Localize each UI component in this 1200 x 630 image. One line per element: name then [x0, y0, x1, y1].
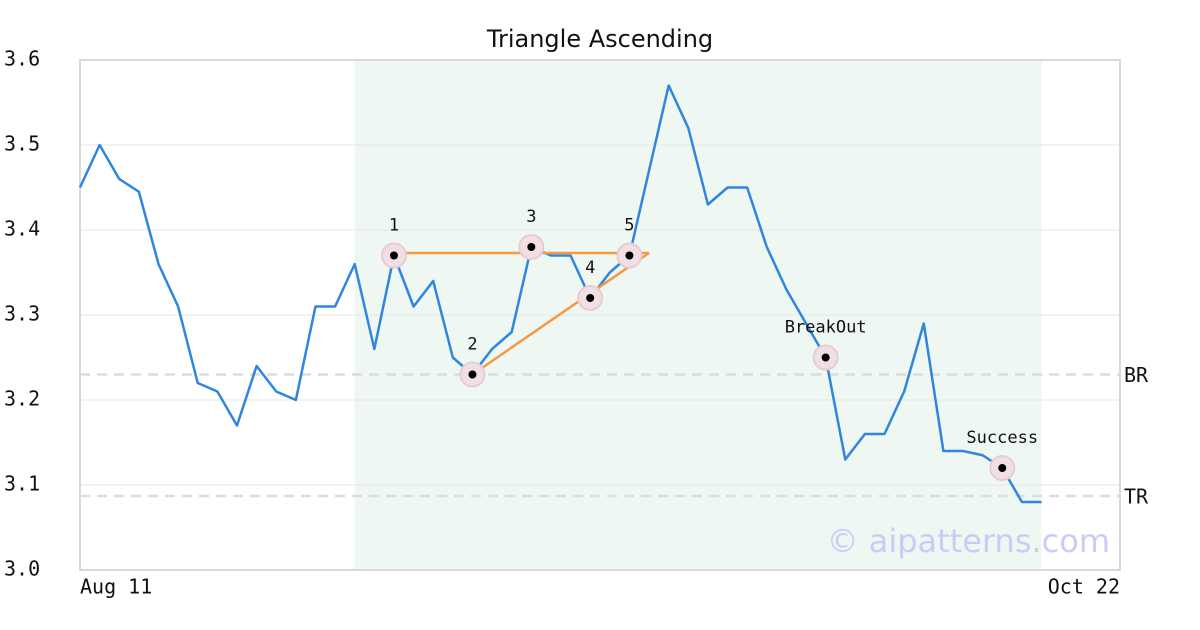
x-tick-label: Oct 22: [1048, 575, 1120, 599]
pattern-point-label: 4: [585, 258, 595, 278]
trendline: [471, 251, 650, 376]
y-tick-label: 3.6: [4, 47, 40, 71]
pattern-point-label: Success: [966, 428, 1038, 448]
chart-title: Triangle Ascending: [486, 25, 713, 53]
pattern-point: [389, 251, 398, 260]
pattern-point-label: 1: [389, 216, 399, 236]
pattern-point: [468, 370, 477, 379]
pattern-point: [821, 353, 830, 362]
pattern-point-label: 5: [624, 216, 634, 236]
y-tick-label: 3.4: [4, 217, 40, 241]
watermark: © aipatterns.com: [827, 522, 1110, 560]
pattern-point: [527, 243, 536, 251]
y-tick-label: 3.1: [4, 472, 40, 496]
pattern-point: [586, 294, 595, 302]
y-tick-label: 3.2: [4, 387, 40, 411]
x-tick-label: Aug 11: [80, 575, 152, 599]
y-tick-label: 3.0: [4, 557, 40, 581]
y-tick-label: 3.5: [4, 132, 40, 156]
plot-border: [79, 59, 1121, 571]
pattern-point-label: 3: [526, 207, 536, 227]
price-line: [78, 84, 1042, 504]
reference-label: BR: [1124, 363, 1149, 387]
pattern-point: [625, 251, 634, 260]
y-tick-label: 3.3: [4, 302, 40, 326]
pattern-point: [998, 464, 1007, 472]
reference-label: TR: [1124, 485, 1149, 509]
pattern-point-label: BreakOut: [785, 318, 867, 338]
pattern-point-label: 2: [467, 335, 477, 355]
